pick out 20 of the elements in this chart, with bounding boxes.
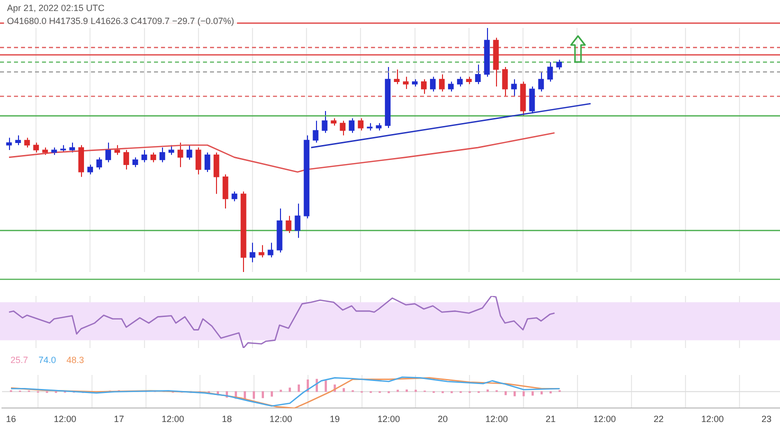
text: 74.0 — [38, 354, 56, 365]
x-tick-label: 12:00 — [270, 414, 292, 424]
x-tick-label: 12:00 — [701, 414, 724, 424]
chart-title: Apr 21, 2022 02:15 UTC — [7, 2, 106, 15]
chart-subtitle: O41680.0 H41735.9 L41626.3 C41709.7 −29.7 (−0.07%) — [7, 15, 234, 28]
x-tick-label: 21 — [546, 414, 556, 424]
x-tick-label: 12:00 — [485, 414, 508, 424]
x-tick-label: 12:00 — [593, 414, 616, 424]
x-tick-label: 18 — [222, 414, 232, 424]
x-tick-label: 19 — [330, 414, 340, 424]
text: 48.3 — [66, 354, 84, 365]
x-tick-label: 17 — [114, 414, 124, 424]
x-tick-label: 12:00 — [377, 414, 400, 424]
x-tick-label: 12:00 — [162, 414, 184, 424]
text: 25.7 — [10, 354, 28, 365]
x-tick-label: 22 — [654, 414, 664, 424]
x-tick-label: 23 — [762, 414, 772, 424]
x-tick-label: 20 — [438, 414, 448, 424]
x-tick-label: 16 — [6, 414, 16, 424]
x-tick-label: 12:00 — [54, 414, 76, 424]
